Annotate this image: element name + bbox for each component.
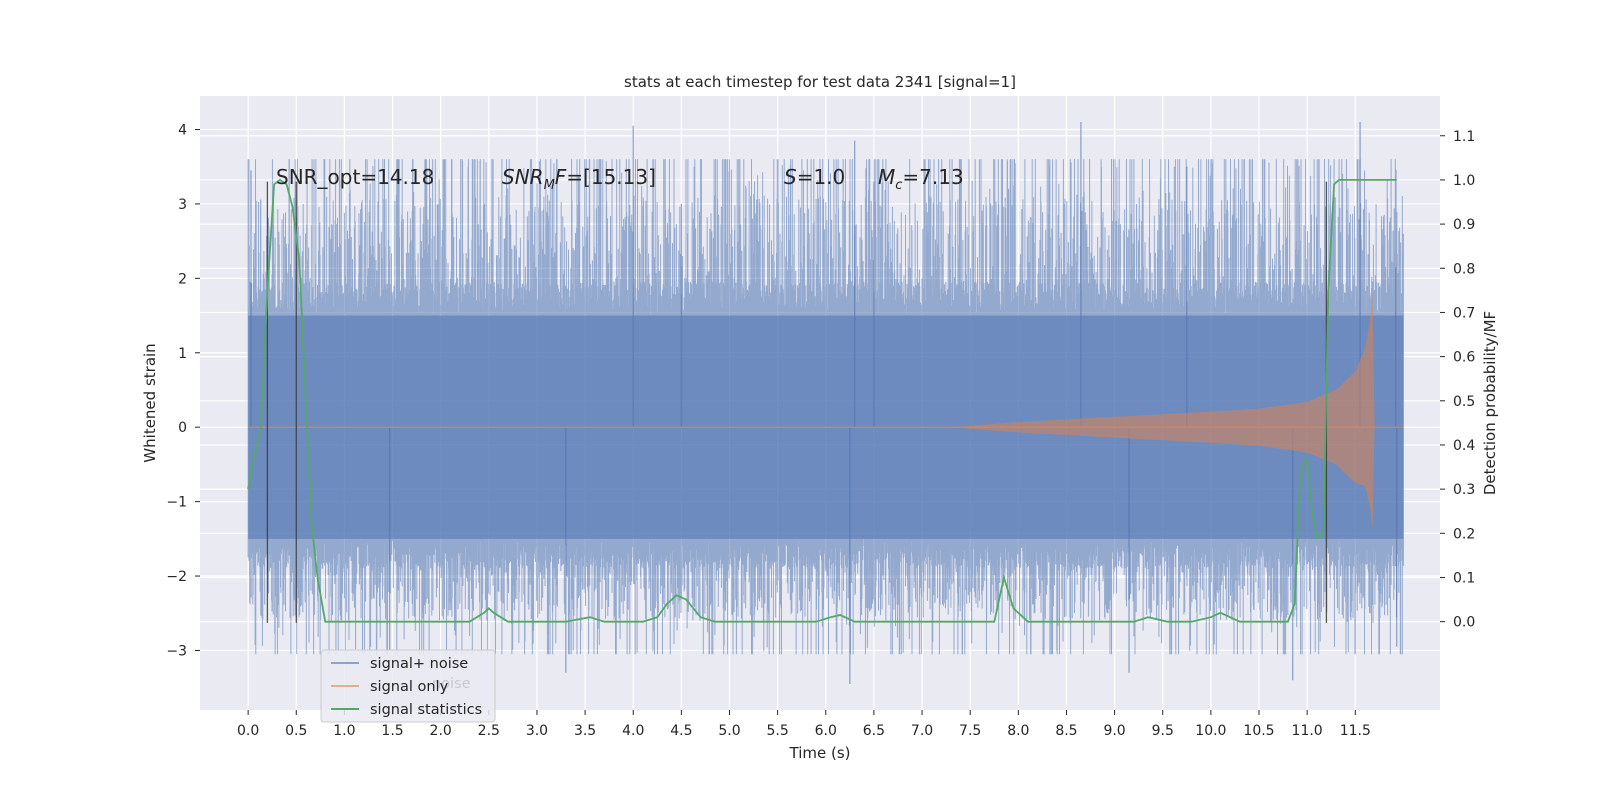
series-signal-only (950, 293, 1375, 528)
y2-tick-label: 0.8 (1453, 261, 1475, 277)
y2-tick-label: 0.6 (1453, 350, 1475, 366)
annotation-s: S=1.0 (784, 165, 845, 189)
annotation-snr-opt: SNR_opt=14.18 (276, 165, 434, 189)
y-tick-label: 0 (178, 420, 187, 436)
x-tick-label: 9.5 (1152, 723, 1174, 739)
legend-entry-signal-statistics: signal statistics (370, 702, 482, 718)
x-tick-label: 7.0 (911, 723, 933, 739)
svg-text:Mc=7.13: Mc=7.13 (878, 165, 964, 193)
svg-text:S=1.0: S=1.0 (784, 165, 845, 189)
x-tick-label: 0.5 (285, 723, 307, 739)
x-tick-label: 4.5 (670, 723, 692, 739)
y-tick-label: −2 (166, 569, 187, 585)
y2-tick-label: 0.5 (1453, 394, 1475, 410)
annotation-mc: Mc=7.13 (878, 165, 964, 193)
y2-tick-label: 0.4 (1453, 438, 1475, 454)
x-tick-label: 8.0 (1007, 723, 1029, 739)
y-tick-label: 3 (178, 197, 187, 213)
x-tick-label: 2.0 (430, 723, 452, 739)
x-tick-label: 1.0 (333, 723, 355, 739)
legend-box (320, 649, 496, 723)
y2-tick-label: 1.0 (1453, 173, 1475, 189)
y2-tick-label: 0.0 (1453, 615, 1475, 631)
x-tick-label: 5.5 (767, 723, 789, 739)
x-tick-label: 2.5 (478, 723, 500, 739)
legend: noise signal+ noise signal only signal s… (320, 649, 496, 723)
x-tick-label: 11.5 (1340, 723, 1371, 739)
x-tick-label: 10.5 (1243, 723, 1274, 739)
y2-tick-label: 0.2 (1453, 526, 1475, 542)
series-signal-statistics (247, 178, 1397, 623)
y2-tick-label: 0.1 (1453, 570, 1475, 586)
axes: 0.0 0.5 1.0 1.5 2.0 2.5 3.0 3.5 4.0 4.5 5.0 5.5 6.0 6… (166, 122, 1475, 739)
legend-entry-signal-only: signal only (370, 679, 449, 695)
x-tick-label: 7.5 (959, 723, 981, 739)
y-axis-label: Whitened strain (141, 343, 159, 462)
y-tick-label: 2 (178, 271, 187, 287)
x-tick-label: 5.0 (718, 723, 740, 739)
svg-text:SNR_opt=14.18: SNR_opt=14.18 (276, 165, 434, 189)
y2-tick-label: 0.3 (1453, 482, 1475, 498)
x-tick-label: 3.5 (574, 723, 596, 739)
x-tick-label: 6.5 (863, 723, 885, 739)
y-tick-label: −3 (166, 643, 187, 659)
x-tick-label: 8.5 (1055, 723, 1077, 739)
y-tick-label: −1 (166, 495, 187, 511)
x-tick-label: 9.0 (1103, 723, 1125, 739)
y2-axis-label: Detection probability/MF (1481, 311, 1499, 495)
y2-tick-label: 0.9 (1453, 217, 1475, 233)
annotation-snr-mf: SNRMF=[15.13] (502, 165, 656, 193)
x-tick-label: 11.0 (1292, 723, 1323, 739)
x-tick-label: 4.0 (622, 723, 644, 739)
y2-tick-label: 1.1 (1453, 129, 1475, 145)
y-tick-label: 1 (178, 346, 187, 362)
x-tick-label: 0.0 (237, 723, 259, 739)
x-tick-label: 3.0 (526, 723, 548, 739)
y-tick-label: 4 (178, 122, 187, 138)
y2-tick-label: 0.7 (1453, 305, 1475, 321)
x-tick-label: 10.0 (1195, 723, 1226, 739)
x-axis-label: Time (s) (789, 744, 851, 762)
x-tick-label: 1.5 (381, 723, 403, 739)
svg-text:SNRMF=[15.13]: SNRMF=[15.13] (502, 165, 656, 193)
data-layer (247, 122, 1404, 684)
chart-title: stats at each timestep for test data 234… (624, 73, 1016, 91)
x-tick-label: 6.0 (815, 723, 837, 739)
legend-ghost-text: noise (432, 676, 471, 692)
legend-entry-signal-noise: signal+ noise (370, 656, 468, 672)
